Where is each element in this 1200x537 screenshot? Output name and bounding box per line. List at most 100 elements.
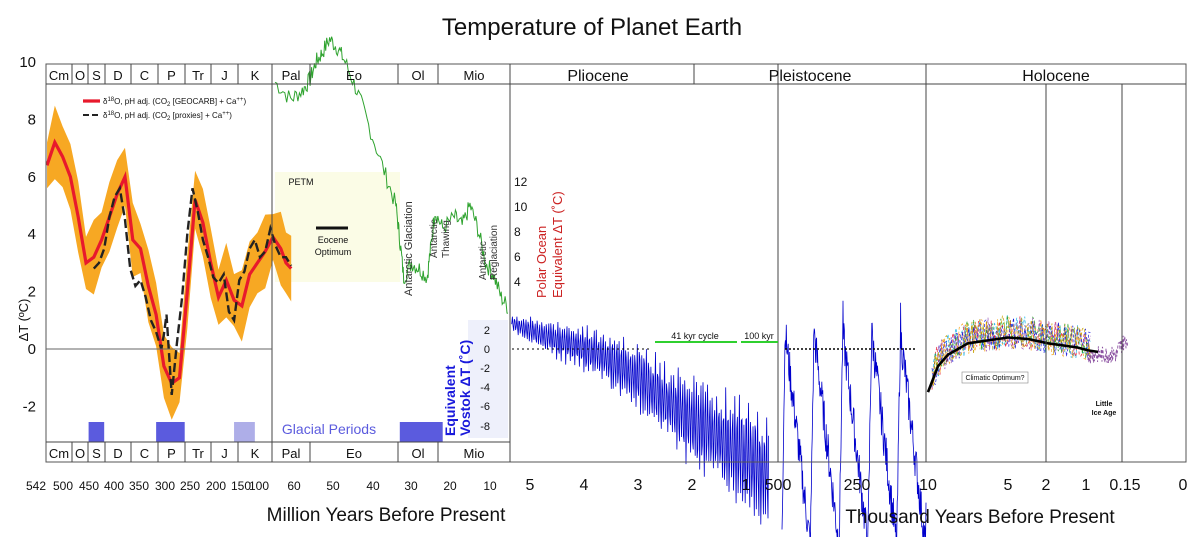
epoch-bottom-eo: Eo (346, 446, 362, 461)
legend-1-sup2: ++ (222, 111, 230, 117)
x-tick-holo-0.15: 0.15 (1109, 477, 1140, 494)
period-bottom-p: P (167, 446, 176, 461)
legend-0-end: ) (243, 97, 246, 106)
legend-label-0: δ18O, pH adj. (CO2 [GEOCARB] + Ca++) (103, 97, 246, 108)
polar-label-2: Equivalent ΔT (˚C) (550, 191, 565, 298)
annotation-thawing-1: Antarctic (429, 219, 440, 258)
x-tick-holo-0: 0 (1179, 477, 1188, 494)
x-tick-holo-1: 1 (1082, 477, 1091, 494)
x-tick-ceno-10: 10 (483, 479, 497, 493)
vostok-tick--6: -6 (480, 401, 490, 413)
header-pleistocene: Pleistocene (769, 68, 852, 85)
period-bottom-j: J (221, 446, 228, 461)
period-top-c: C (140, 68, 149, 83)
polar-tick-6: 6 (514, 250, 521, 264)
polar-tick-12: 12 (514, 175, 528, 189)
annotation-reglaciation-2: Reglaciation (489, 225, 500, 280)
annotation-antarctic-glaciation: Antarctic Glaciation (403, 201, 415, 296)
y-tick-4: 4 (28, 226, 36, 243)
glacial-band-cm-s (88, 422, 105, 442)
holocene-proxy-3 (931, 315, 1091, 385)
y-tick-8: 8 (28, 111, 36, 128)
legend-0-sup2: ++ (236, 97, 244, 103)
holocene-proxy-5 (931, 317, 1091, 386)
vostok-label-2: Vostok ΔT (˚C) (457, 340, 473, 436)
x-tick-ceno-30: 30 (404, 479, 418, 493)
climatic-optimum-box (961, 371, 1029, 384)
annotation-reglaciation-1: Antarctic (478, 241, 489, 280)
epoch-top-eo: Eo (346, 68, 362, 83)
proxies-line (92, 184, 293, 396)
header-holocene: Holocene (1022, 68, 1090, 85)
x-tick-ceno-40: 40 (366, 479, 380, 493)
x-tick-paleo-150: 150 (231, 479, 251, 493)
annotation-eocene-2: Optimum (315, 247, 352, 257)
epoch-top-ol: Ol (412, 68, 425, 83)
vostok-tick-0: 0 (484, 344, 490, 356)
x-tick-ceno-50: 50 (326, 479, 340, 493)
legend-1-prefix: δ (103, 111, 108, 120)
x-tick-holo-5: 5 (1004, 477, 1013, 494)
epoch-bottom-pal: Pal (282, 446, 301, 461)
plot-frame (45, 63, 1187, 463)
epoch-top-mio: Mio (464, 68, 485, 83)
y-tick--2: -2 (23, 398, 36, 415)
annotation-ice-age: Ice Age (1092, 410, 1117, 417)
x-axis-label-thousand: Thousand Years Before Present (845, 507, 1115, 528)
x-tick-paleo-500: 500 (53, 479, 73, 493)
period-top-k: K (251, 68, 260, 83)
legend-0-text2: [GEOCARB] + Ca (170, 97, 237, 106)
period-bottom-k: K (251, 446, 260, 461)
polar-tick-8: 8 (514, 225, 521, 239)
x-tick-paleo-200: 200 (206, 479, 226, 493)
y-tick-10: 10 (19, 54, 36, 71)
period-top-j: J (221, 68, 228, 83)
period-top-p: P (167, 68, 176, 83)
y-axis-label: ΔT (ºC) (16, 299, 31, 342)
epoch-bottom-ol: Ol (412, 446, 425, 461)
legend-1-sub: 2 (167, 116, 171, 122)
x-tick-pleisto-250: 250 (844, 477, 871, 494)
epoch-bottom-mio: Mio (464, 446, 485, 461)
legend-1-text2: [proxies] + Ca (170, 111, 222, 120)
holocene-proxy-2 (931, 316, 1091, 386)
period-bottom-o: O (75, 446, 85, 461)
polar-tick-4: 4 (514, 275, 521, 289)
vostok-tick--4: -4 (480, 382, 490, 394)
period-top-o: O (75, 68, 85, 83)
x-tick-paleo-100: 100 (249, 479, 269, 493)
period-bottom-s: S (92, 446, 101, 461)
x-tick-holo-10: 10 (919, 477, 937, 494)
period-bottom-cm: Cm (49, 446, 69, 461)
legend-label-1: δ18O, pH adj. (CO2 [proxies] + Ca++) (103, 111, 232, 122)
x-tick-ceno-60: 60 (287, 479, 301, 493)
x-tick-plio-5: 5 (526, 477, 535, 494)
legend-0-sup1: 18 (107, 97, 114, 103)
vostok-tick--8: -8 (480, 421, 490, 433)
vostok-highlight (468, 320, 508, 438)
x-tick-plio-2: 2 (688, 477, 697, 494)
header-pliocene: Pliocene (567, 68, 628, 85)
annotation-little: Little (1096, 401, 1113, 408)
legend-1-sup1: 18 (107, 111, 114, 117)
legend-0-sub: 2 (167, 102, 171, 108)
x-tick-plio-3: 3 (634, 477, 643, 494)
x-tick-paleo-542: 542 (26, 479, 46, 493)
annotation-petm: PETM (288, 177, 313, 187)
annotation-100-kyr: 100 kyr (744, 331, 774, 341)
cenozoic-line (274, 36, 509, 314)
recent-proxy-line (1087, 335, 1129, 364)
x-tick-paleo-300: 300 (155, 479, 175, 493)
period-top-d: D (113, 68, 122, 83)
period-bottom-tr: Tr (192, 446, 204, 461)
y-tick-6: 6 (28, 169, 36, 186)
legend-0-text: O, pH adj. (CO (114, 97, 167, 106)
glacial-band-j-k (234, 422, 255, 442)
annotation-eocene-1: Eocene (318, 235, 349, 245)
x-tick-paleo-350: 350 (129, 479, 149, 493)
period-bottom-c: C (140, 446, 149, 461)
legend-1-text: O, pH adj. (CO (114, 111, 167, 120)
vostok-line (781, 300, 927, 537)
x-tick-paleo-250: 250 (180, 479, 200, 493)
